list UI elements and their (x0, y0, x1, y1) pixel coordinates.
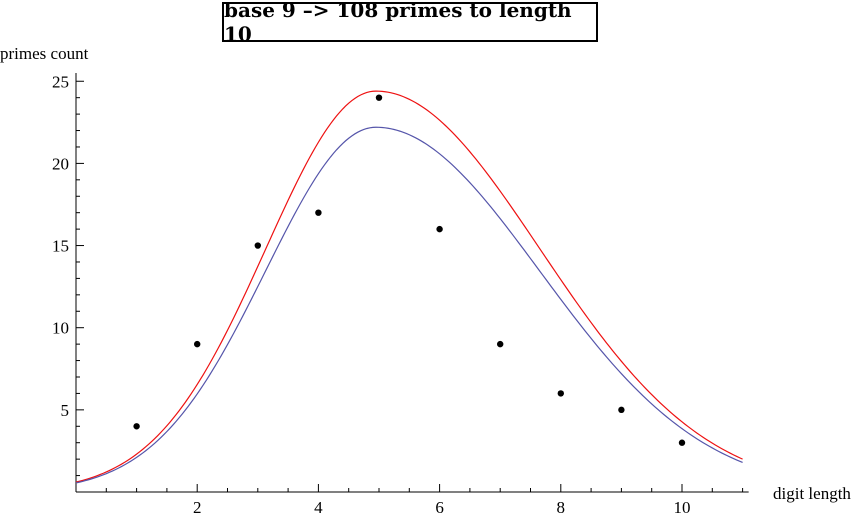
ticks: 2 4 6 8 10 5 10 15 20 25 (52, 72, 744, 517)
data-point (678, 439, 686, 446)
curves (75, 90, 743, 484)
data-point (194, 340, 201, 348)
x-tick-label: 10 (674, 498, 691, 517)
data-point (557, 390, 564, 397)
y-tick-label: 20 (52, 154, 69, 173)
data-point (436, 225, 443, 233)
y-tick-label: 25 (52, 72, 69, 91)
x-tick-label: 6 (435, 498, 444, 517)
x-axis-label: digit length (773, 484, 851, 503)
data-point (133, 423, 140, 430)
x-tick-label: 8 (557, 498, 566, 517)
x-tick-label: 2 (193, 498, 202, 517)
curve-1 (75, 90, 743, 483)
y-tick-label: 5 (61, 401, 70, 420)
curve-2 (75, 126, 743, 484)
x-tick-label: 4 (314, 498, 323, 517)
data-point (618, 406, 625, 414)
data-point (254, 242, 261, 249)
data-point (315, 209, 322, 216)
y-axis-label: primes count (0, 44, 89, 63)
y-tick-label: 10 (52, 319, 69, 338)
y-tick-label: 15 (52, 237, 69, 256)
chart-title: base 9 –> 108 primes to length 10 (222, 0, 598, 46)
axes (75, 73, 749, 493)
data-point (497, 340, 504, 348)
points (133, 94, 686, 446)
data-point (375, 94, 383, 101)
